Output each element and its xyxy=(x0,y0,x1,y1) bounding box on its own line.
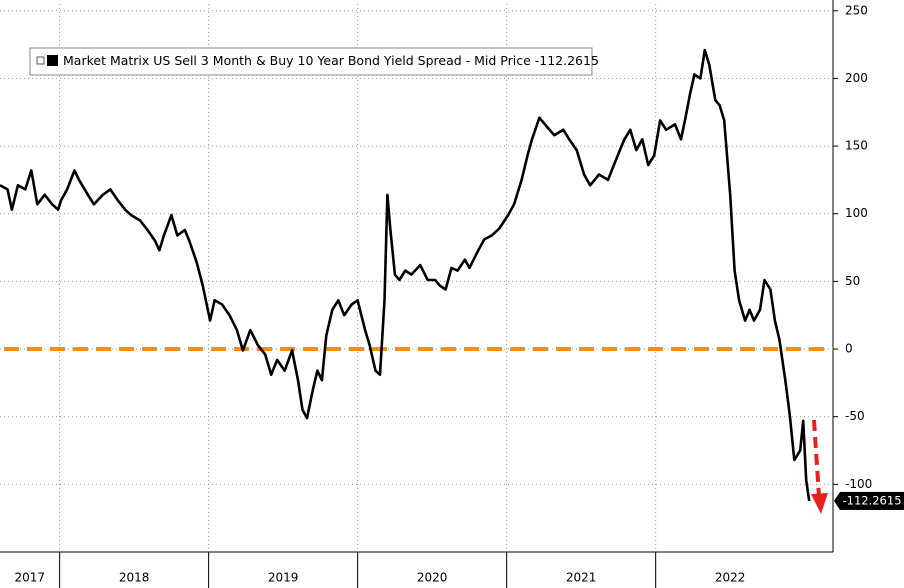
x-tick-label: 2022 xyxy=(715,571,746,585)
legend: Market Matrix US Sell 3 Month & Buy 10 Y… xyxy=(29,47,599,76)
x-tick-label: 2018 xyxy=(119,571,150,585)
y-tick-label: 150 xyxy=(845,139,868,153)
last-value-label: -112.2615 xyxy=(842,493,901,507)
annotation-arrow xyxy=(811,419,828,514)
legend-swatch xyxy=(47,55,58,66)
x-tick-label: 2020 xyxy=(417,571,448,585)
legend-box xyxy=(29,47,593,76)
legend-label: Market Matrix US Sell 3 Month & Buy 10 Y… xyxy=(63,53,599,68)
y-tick-label: 0 xyxy=(845,342,853,356)
y-tick-label: 250 xyxy=(845,3,868,17)
x-tick-label: 2017 xyxy=(15,571,46,585)
y-tick-label: 200 xyxy=(845,71,868,85)
last-value-box xyxy=(840,491,904,510)
arrow-shaft xyxy=(812,419,821,497)
arrow-head xyxy=(811,493,828,514)
x-tick-label: 2021 xyxy=(566,571,597,585)
legend-expand-icon xyxy=(36,56,45,65)
x-tick-label: 2019 xyxy=(268,571,299,585)
series-line xyxy=(0,48,811,502)
y-tick-label: 100 xyxy=(845,206,868,220)
y-tick-label: 50 xyxy=(845,274,860,288)
plot-area xyxy=(0,4,833,552)
last-value-pointer xyxy=(834,491,840,510)
y-tick-label: -100 xyxy=(845,477,872,491)
y-tick-label: -50 xyxy=(845,409,865,423)
